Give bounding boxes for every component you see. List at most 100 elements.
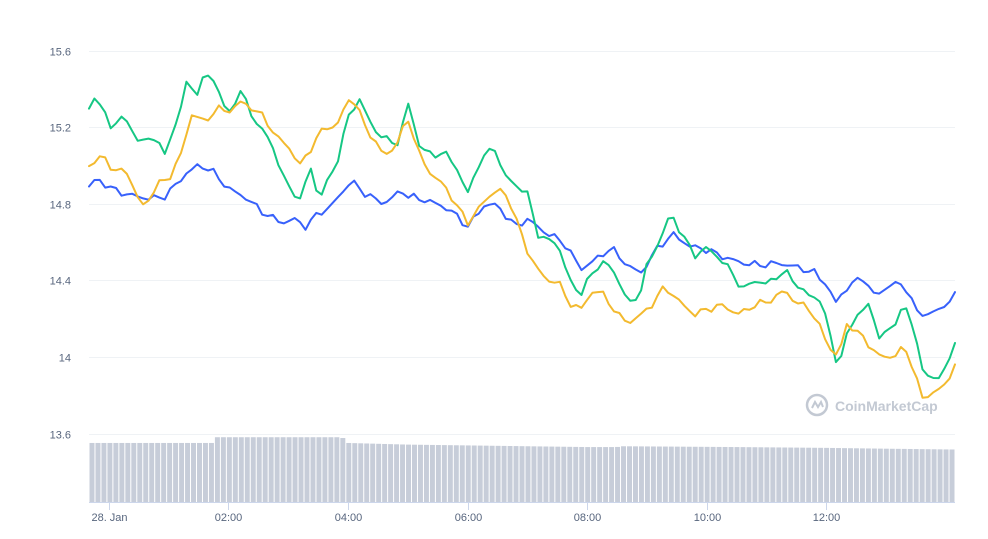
y-tick-label: 14	[59, 353, 71, 365]
y-tick-label: 13.6	[50, 430, 71, 442]
volume-bar	[274, 437, 280, 502]
volume-bar	[555, 446, 561, 502]
volume-bar	[621, 446, 627, 502]
series-lines	[88, 74, 956, 399]
volume-bar	[949, 449, 955, 502]
volume-bar	[226, 437, 232, 502]
volume-bar	[848, 448, 853, 502]
volume-bar	[907, 448, 913, 502]
volume-bar	[591, 447, 597, 502]
volume-bar	[238, 437, 244, 502]
volume-bar	[191, 442, 196, 502]
volume-bar	[794, 447, 800, 502]
volume-bar	[382, 443, 388, 502]
volume-bar	[334, 437, 340, 502]
volume-bar	[304, 437, 310, 502]
volume-bar	[770, 447, 776, 502]
volume-bar	[429, 444, 435, 502]
volume-bar	[812, 447, 818, 502]
volume-bar	[567, 446, 573, 502]
volume-bar	[746, 447, 752, 502]
volume-bar	[340, 438, 346, 502]
volume-bar	[597, 447, 603, 502]
volume-bar	[495, 445, 501, 502]
volume-bar	[256, 437, 262, 502]
x-tick-label: 10:00	[694, 512, 722, 524]
volume-bar	[280, 437, 286, 502]
volume-bar	[638, 446, 644, 502]
y-axis: 15.6 15.2 14.8 14.4 14 13.6	[50, 47, 71, 442]
volume-bar	[268, 437, 274, 502]
volume-bar	[376, 443, 382, 502]
volume-bar	[322, 437, 328, 502]
x-axis: 28. Jan 02:00 04:00 06:00 08:00 10:00 12:00	[89, 502, 955, 524]
volume-bar	[686, 446, 692, 502]
x-tick-label: 28. Jan	[91, 512, 127, 524]
volume-bar	[406, 444, 412, 502]
volume-bar	[842, 448, 847, 502]
volume-bar	[919, 449, 925, 502]
volume-bar	[830, 447, 836, 502]
volume-bar	[232, 437, 238, 502]
volume-bar	[400, 444, 406, 502]
volume-bar	[865, 448, 871, 502]
y-tick-label: 14.8	[50, 200, 71, 212]
volume-bar	[286, 437, 292, 502]
volume-bar	[662, 446, 668, 502]
volume-bar	[471, 445, 477, 502]
x-tick-label: 12:00	[813, 512, 841, 524]
volume-bar	[680, 446, 686, 502]
volume-bar	[107, 442, 113, 502]
volume-bar	[316, 437, 322, 502]
volume-bar	[149, 442, 155, 502]
volume-bar	[298, 437, 304, 502]
volume-bar	[447, 445, 453, 502]
volume-bar	[370, 443, 376, 502]
volume-bar	[764, 447, 770, 502]
volume-bar	[161, 442, 167, 502]
volume-bar	[131, 442, 137, 502]
volume-bar	[501, 445, 507, 502]
volume-bar	[423, 444, 429, 502]
volume-bar	[788, 447, 794, 502]
volume-bar	[262, 437, 268, 502]
volume-bar	[543, 446, 549, 502]
volume-bar	[143, 442, 149, 502]
volume-bar	[137, 442, 143, 502]
volume-bar	[937, 449, 943, 502]
volume-bar	[800, 447, 806, 502]
volume-bar	[173, 442, 179, 502]
volume-bar	[573, 446, 579, 502]
volume-bar	[358, 443, 364, 502]
volume-bar	[931, 449, 937, 502]
volume-bar	[435, 445, 441, 502]
volume-bar	[352, 443, 358, 502]
volume-bar	[531, 446, 537, 502]
volume-bar	[483, 445, 489, 502]
volume-bar	[704, 446, 710, 502]
volume-bar	[465, 445, 471, 502]
volume-bar	[722, 446, 728, 502]
volume-bar	[632, 446, 638, 502]
volume-bar	[549, 446, 555, 502]
series-line-3	[88, 99, 956, 399]
volume-bar	[441, 445, 447, 502]
volume-bar	[603, 447, 609, 502]
volume-bar	[167, 442, 173, 502]
volume-bar	[561, 446, 567, 502]
volume-bar	[250, 437, 256, 502]
volume-bar	[824, 447, 830, 502]
volume-bars	[89, 437, 955, 502]
volume-bar	[125, 442, 131, 502]
volume-bar	[525, 446, 531, 502]
volume-bar	[668, 446, 674, 502]
volume-bar	[895, 448, 901, 502]
x-tick-label: 04:00	[335, 512, 363, 524]
volume-bar	[412, 444, 417, 502]
volume-bar	[913, 449, 919, 502]
volume-bar	[95, 442, 101, 502]
grid	[89, 51, 955, 435]
y-tick-label: 14.4	[50, 276, 71, 288]
volume-bar	[782, 447, 788, 502]
